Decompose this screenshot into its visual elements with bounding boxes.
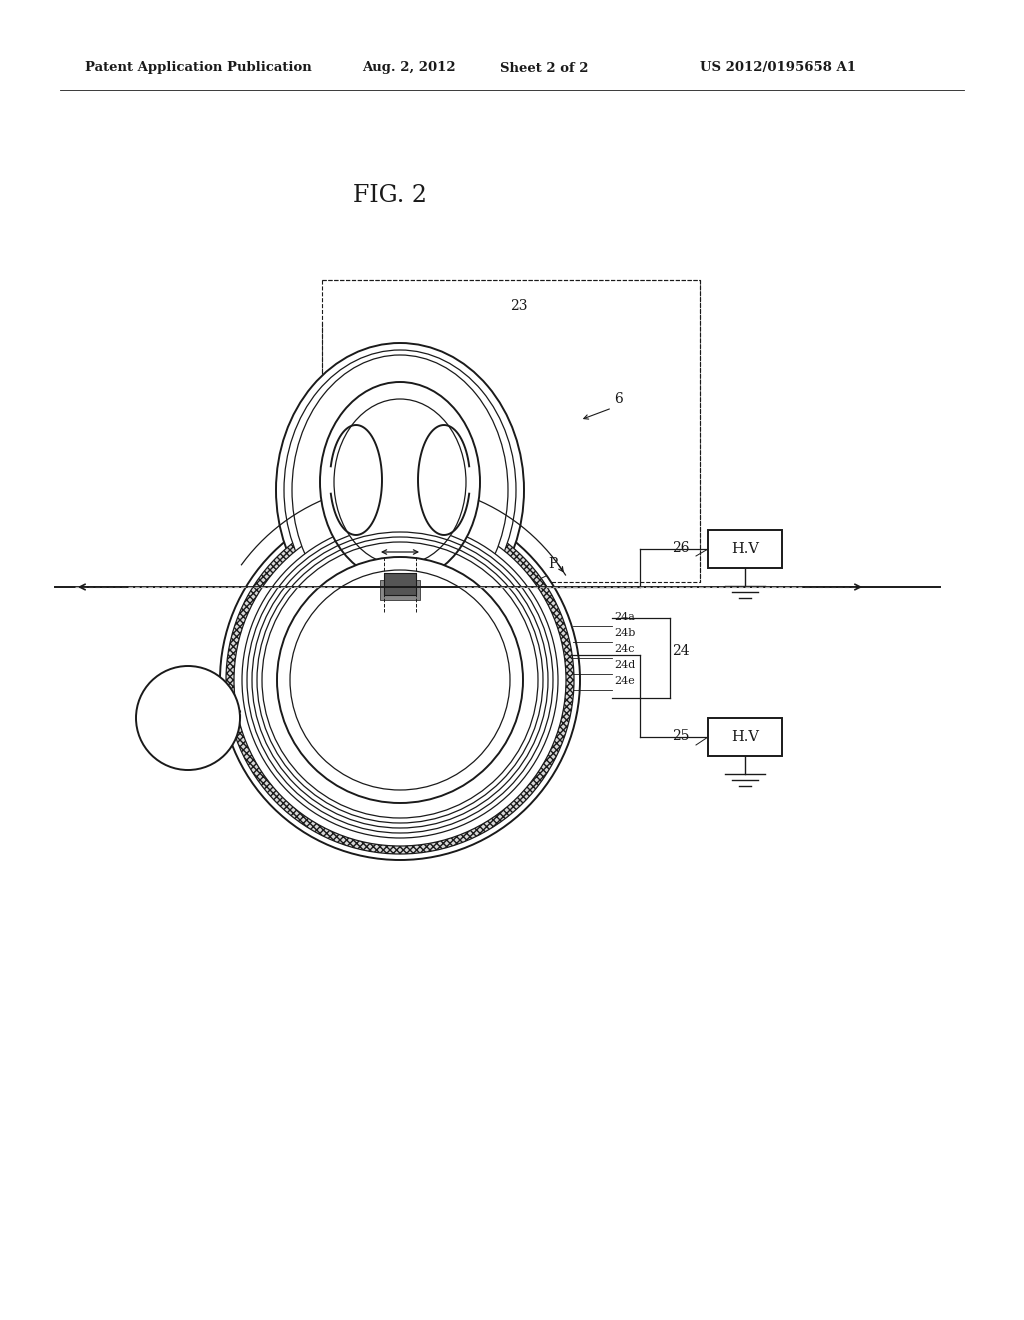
Bar: [380, 579, 420, 601]
Text: 26: 26: [672, 541, 689, 554]
Ellipse shape: [292, 355, 508, 624]
Text: M: M: [172, 711, 184, 725]
Text: H.V: H.V: [731, 543, 759, 556]
Text: 22a: 22a: [360, 490, 381, 500]
Text: 22c: 22c: [318, 462, 339, 473]
Text: 24e: 24e: [614, 676, 635, 686]
Text: 23: 23: [510, 300, 527, 313]
Text: US 2012/0195658 A1: US 2012/0195658 A1: [700, 62, 856, 74]
Text: H.V: H.V: [731, 730, 759, 744]
Text: 22d: 22d: [352, 462, 374, 473]
Text: Aug. 2, 2012: Aug. 2, 2012: [362, 62, 456, 74]
Text: FIG. 2: FIG. 2: [353, 183, 427, 206]
Ellipse shape: [334, 399, 466, 565]
Ellipse shape: [220, 500, 580, 861]
Text: 21: 21: [488, 457, 506, 471]
Ellipse shape: [276, 343, 524, 638]
Text: Sheet 2 of 2: Sheet 2 of 2: [500, 62, 589, 74]
Text: 24b: 24b: [614, 628, 635, 638]
Ellipse shape: [242, 521, 558, 838]
Text: 24c: 24c: [614, 644, 635, 653]
Text: 24a: 24a: [614, 612, 635, 622]
Bar: [708, 718, 782, 756]
Ellipse shape: [278, 557, 523, 803]
Text: 22b: 22b: [328, 490, 349, 500]
Ellipse shape: [136, 667, 240, 770]
Ellipse shape: [284, 350, 516, 630]
Text: P: P: [548, 557, 557, 572]
Ellipse shape: [234, 513, 566, 846]
Text: b: b: [388, 774, 397, 788]
Text: 22: 22: [375, 440, 392, 453]
Ellipse shape: [319, 381, 480, 582]
Text: N: N: [396, 612, 409, 627]
Text: 24: 24: [672, 644, 689, 657]
Ellipse shape: [290, 570, 510, 789]
Text: Patent Application Publication: Patent Application Publication: [85, 62, 311, 74]
Bar: [384, 573, 416, 595]
Text: 25: 25: [672, 729, 689, 743]
Text: 6: 6: [614, 392, 623, 407]
Ellipse shape: [226, 506, 574, 854]
Bar: [708, 531, 782, 568]
Text: 24d: 24d: [614, 660, 635, 671]
